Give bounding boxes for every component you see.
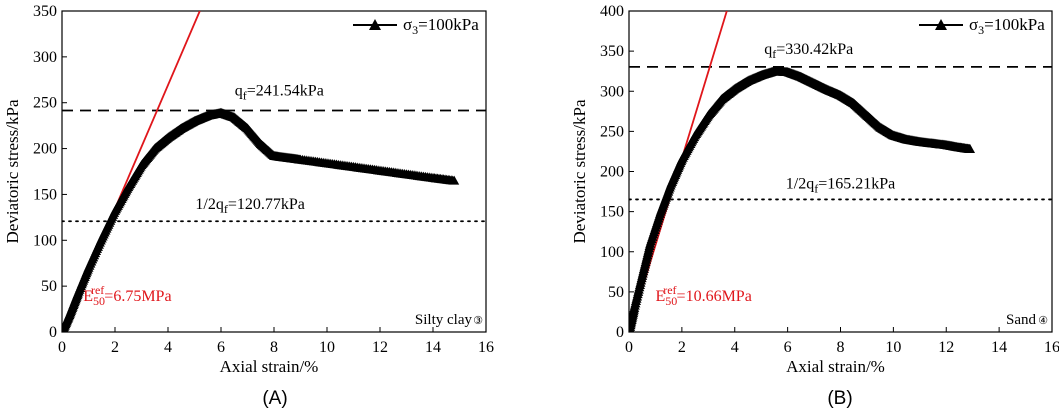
x-tick-label: 14 [991, 339, 1007, 356]
x-tick-label: 16 [1044, 339, 1059, 356]
x-tick-label: 8 [837, 339, 845, 356]
x-tick-label: 6 [784, 339, 792, 356]
y-tick-label: 200 [33, 141, 57, 158]
e50-annotation: E50ref=10.66MPa [655, 283, 751, 308]
y-tick-label: 300 [600, 83, 624, 100]
y-tick-label: 150 [33, 186, 57, 203]
e50-annotation: E50ref=6.75MPa [83, 283, 171, 308]
x-tick-label: 16 [478, 339, 494, 356]
y-tick-label: 350 [600, 43, 624, 60]
chart-panel-b: 0 2 4 6 8 10 12 14 16 0 50 100 150 200 250 300 350 400 Axi… [570, 3, 1059, 409]
x-tick-label: 10 [885, 339, 901, 356]
legend-marker [369, 19, 381, 30]
x-tick-label: 12 [372, 339, 388, 356]
x-tick-label: 12 [938, 339, 954, 356]
data-point [449, 175, 460, 185]
x-tick-label: 0 [58, 339, 66, 356]
y-tick-label: 0 [49, 324, 57, 341]
soil-marker: ③ [473, 315, 483, 327]
y-tick-label: 50 [41, 278, 57, 295]
y-tick-label: 50 [608, 284, 624, 301]
half-qf-annotation: 1/2qf=120.77kPa [195, 196, 304, 216]
plot-area [629, 11, 1052, 332]
y-tick-label: 300 [33, 49, 57, 66]
y-tick-label: 100 [600, 244, 624, 261]
half-qf-annotation: 1/2qf=165.21kPa [786, 175, 895, 195]
chart-panel-a: 0 2 4 6 8 10 12 14 16 0 50 100 150 200 250 300 350 Axial … [3, 3, 494, 409]
plot-frame [628, 10, 1053, 333]
x-tick-label: 2 [678, 339, 686, 356]
x-tick-label: 6 [217, 339, 225, 356]
y-axis-label: Deviatoric stress/kPa [3, 99, 22, 243]
legend-marker [935, 19, 947, 30]
panel-caption: (A) [262, 388, 287, 409]
qf-annotation: qf=241.54kPa [235, 82, 324, 102]
soil-label: Silty clay [415, 312, 473, 328]
legend-label: σ3=100kPa [403, 15, 479, 37]
x-tick-label: 4 [164, 339, 172, 356]
y-tick-label: 200 [600, 164, 624, 181]
x-axis-label: Axial strain/% [220, 357, 319, 376]
y-tick-label: 350 [33, 3, 57, 20]
legend-label: σ3=100kPa [969, 15, 1045, 37]
y-tick-label: 0 [616, 324, 624, 341]
y-axis-label: Deviatoric stress/kPa [570, 99, 589, 243]
data-point [965, 144, 976, 154]
y-tick-label: 250 [33, 95, 57, 112]
x-tick-label: 2 [111, 339, 119, 356]
qf-annotation: qf=330.42kPa [764, 41, 853, 61]
panel-caption: (B) [827, 388, 852, 409]
x-tick-label: 8 [270, 339, 278, 356]
y-tick-label: 400 [600, 3, 624, 20]
y-tick-label: 250 [600, 123, 624, 140]
plot-frame [61, 10, 487, 333]
x-tick-label: 4 [731, 339, 739, 356]
y-tick-label: 100 [33, 232, 57, 249]
x-tick-label: 0 [625, 339, 633, 356]
x-axis-label: Axial strain/% [786, 357, 885, 376]
soil-marker: ④ [1038, 315, 1048, 327]
y-tick-label: 150 [600, 204, 624, 221]
x-tick-label: 10 [319, 339, 335, 356]
x-tick-label: 14 [425, 339, 441, 356]
plot-area [62, 11, 486, 332]
soil-label: Sand [1006, 312, 1037, 328]
